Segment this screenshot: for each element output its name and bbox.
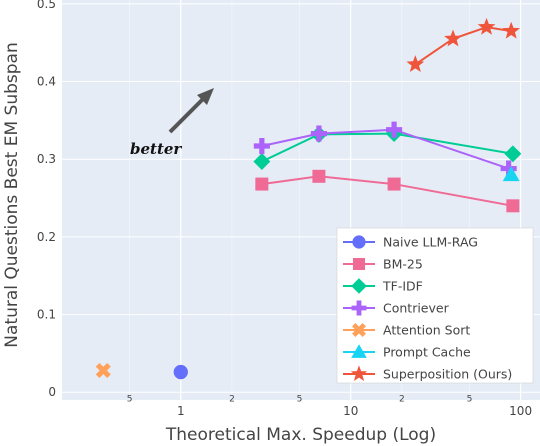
x-minor-tick-label: 5 [467, 395, 473, 405]
y-tick-label: 0.3 [37, 152, 56, 166]
data-point [173, 364, 188, 380]
series-contriever [253, 121, 517, 177]
legend-item: Superposition (Ours) [343, 365, 512, 382]
legend-label: Superposition (Ours) [383, 367, 512, 382]
data-point [353, 258, 365, 270]
data-point [350, 365, 368, 381]
data-point [351, 300, 367, 316]
legend-label: Attention Sort [383, 323, 470, 338]
legend-item: Attention Sort [343, 323, 470, 338]
legend-box [336, 227, 534, 384]
data-point [255, 177, 269, 191]
data-point [500, 160, 517, 177]
legend-label: Naive LLM-RAG [383, 235, 478, 250]
legend-items: Naive LLM-RAG BM-25 TF-IDF Contriever Attent… [343, 235, 512, 382]
x-minor-tick-label: 5 [127, 395, 133, 405]
data-point [502, 21, 521, 39]
y-tick-labels: 0 0.1 0.2 0.3 0.4 0.5 [37, 0, 56, 399]
legend: Naive LLM-RAG BM-25 TF-IDF Contriever Attent… [336, 227, 534, 384]
series-bm-25 [255, 169, 520, 213]
data-point [253, 153, 271, 171]
series-line [414, 26, 512, 66]
x-tick-label: 1 [177, 404, 185, 418]
data-point [351, 278, 367, 294]
data-point [506, 199, 520, 213]
better-label: better [130, 140, 182, 158]
data-point [253, 137, 270, 155]
series-line [261, 175, 514, 207]
series-naive-llm-rag [173, 364, 188, 380]
x-tick-label: 10 [343, 404, 358, 418]
series-superposition-ours [406, 17, 521, 73]
data-point [386, 121, 403, 138]
legend-item: Contriever [343, 301, 450, 316]
y-tick-label: 0.2 [37, 230, 56, 244]
x-tick-labels: 1 10 100 5 2 5 2 5 [127, 395, 532, 418]
legend-label: TF-IDF [382, 279, 423, 294]
series-prompt-cache [502, 166, 520, 182]
data-point [352, 235, 366, 249]
data-point [444, 29, 462, 47]
x-axis-title: Theoretical Max. Speedup (Log) [165, 425, 436, 445]
x-minor-tick-label: 2 [229, 395, 235, 405]
legend-label: Prompt Cache [383, 345, 471, 360]
grid [62, 0, 540, 400]
legend-item: Prompt Cache [343, 344, 471, 360]
data-point [477, 17, 496, 35]
series-line [261, 128, 509, 170]
y-tick-label: 0.5 [37, 0, 56, 11]
data-point [352, 323, 366, 337]
better-arrowhead [197, 88, 214, 105]
data-point [95, 362, 111, 379]
data-point [312, 169, 326, 183]
legend-label: Contriever [383, 301, 450, 316]
data-point [387, 177, 401, 191]
legend-item: TF-IDF [343, 278, 423, 294]
better-annotation: better [130, 88, 214, 158]
data-point [504, 145, 522, 163]
series-layer [95, 17, 522, 380]
legend-label: BM-25 [383, 257, 423, 272]
y-tick-label: 0.1 [37, 308, 56, 322]
series-attention-sort [95, 362, 111, 379]
data-point [502, 166, 520, 182]
x-minor-tick-label: 2 [399, 395, 405, 405]
data-point [351, 344, 367, 358]
x-minor-tick-label: 5 [297, 395, 303, 405]
better-arrow [168, 95, 207, 134]
data-point [406, 55, 425, 73]
series-line [261, 132, 514, 163]
legend-item: BM-25 [343, 257, 423, 272]
y-tick-label: 0.4 [37, 75, 56, 89]
y-axis-title: Natural Questions Best EM Subspan [2, 42, 22, 347]
y-tick-label: 0 [48, 385, 56, 399]
x-tick-label: 100 [509, 404, 532, 418]
legend-item: Naive LLM-RAG [343, 235, 478, 250]
data-point [310, 125, 327, 142]
